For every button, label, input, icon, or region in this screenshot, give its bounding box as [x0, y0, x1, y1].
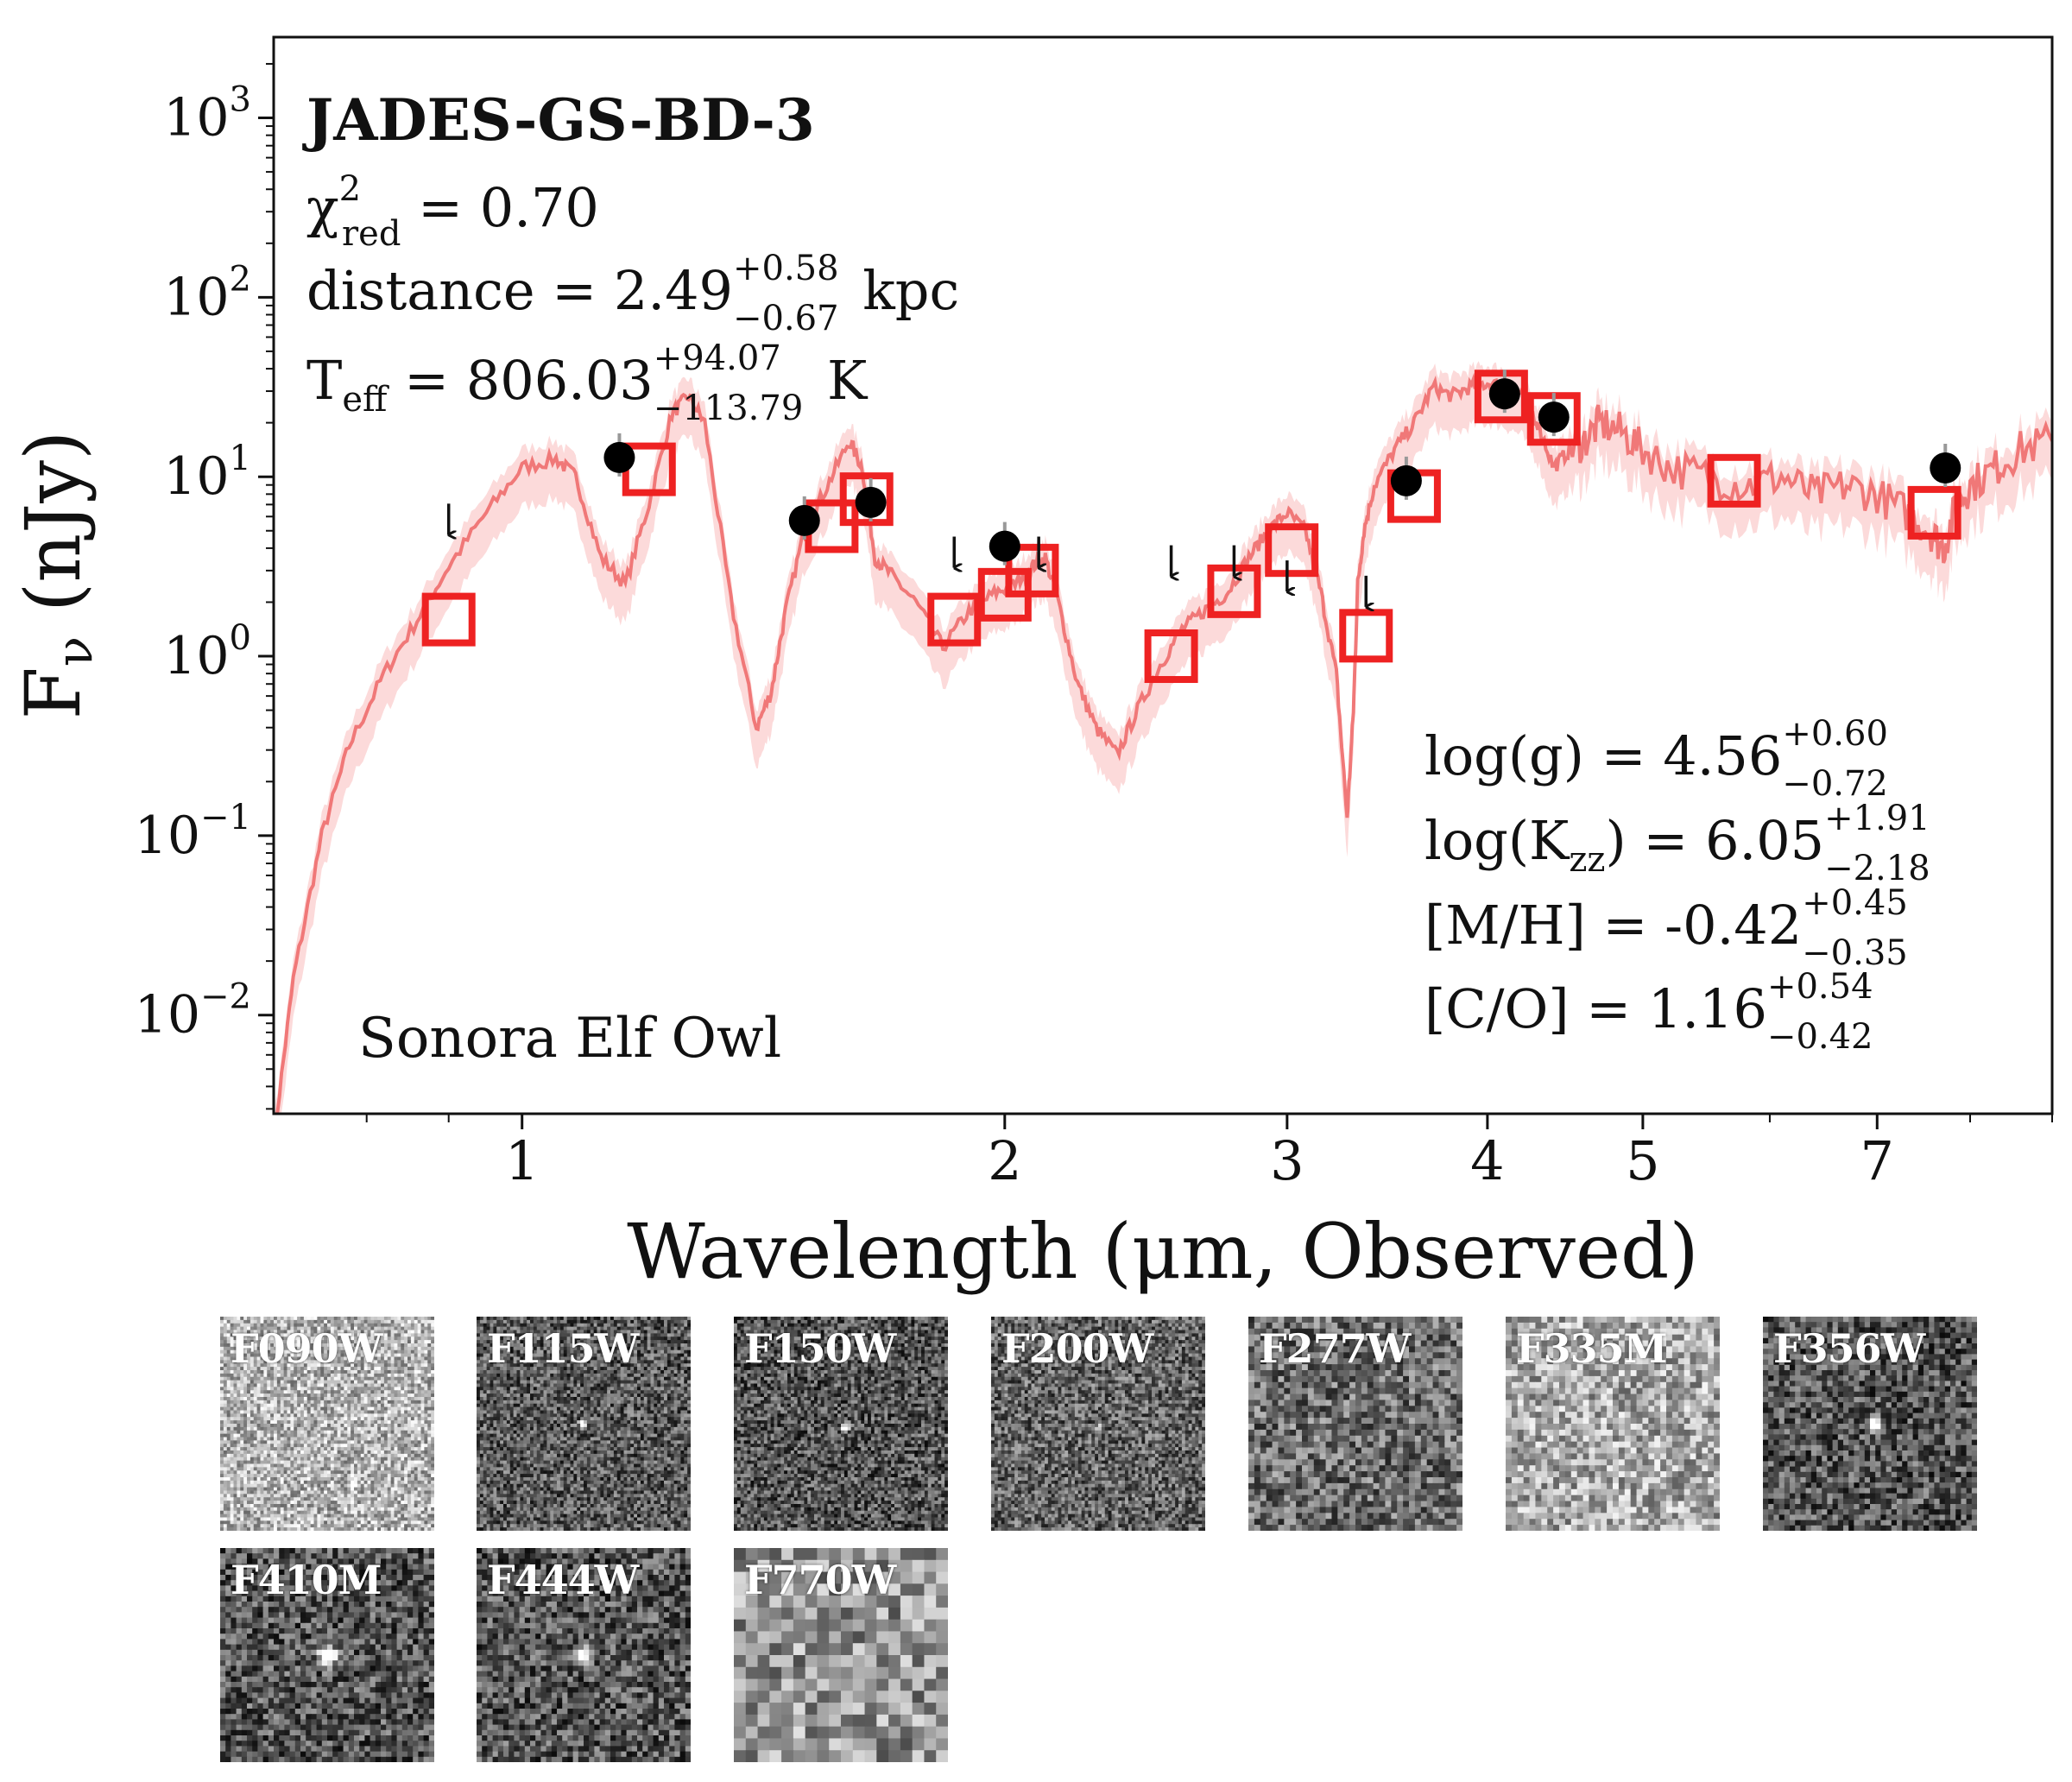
y-tick-label: 10−1 [135, 798, 251, 866]
x-tick-label: 1 [505, 1129, 539, 1192]
cutout-image [477, 1548, 691, 1762]
detection-point [1390, 464, 1422, 496]
detection-point [855, 486, 887, 518]
model-name-label: Sonora Elf Owl [358, 1007, 781, 1071]
detection-point [989, 530, 1020, 562]
cutout-image [1248, 1317, 1462, 1531]
x-axis-label: Wavelength (μm, Observed) [627, 1207, 1698, 1295]
param-co-ratio: [C/O] = 1.16+0.54 −0.42 [1424, 967, 1873, 1057]
cutout-thumbnail: F150W [734, 1317, 948, 1531]
cutout-filter-label: F444W [487, 1557, 639, 1603]
y-tick-label: 100 [163, 618, 251, 686]
teff-line: Teff = 806.03+94.07 −113.79 K [306, 338, 869, 428]
cutout-image [1506, 1317, 1720, 1531]
cutout-thumbnail: F770W [734, 1548, 948, 1762]
cutout-thumbnail: F410M [220, 1548, 434, 1762]
x-tick-label: 5 [1626, 1129, 1659, 1192]
cutout-image [220, 1548, 434, 1762]
cutout-image [477, 1317, 691, 1531]
cutout-filter-label: F090W [231, 1325, 382, 1372]
chi2-line: χ2 red = 0.70 [306, 169, 599, 254]
distance-line: distance = 2.49+0.58 −0.67 kpc [306, 249, 959, 338]
x-tick-label: 4 [1470, 1129, 1504, 1192]
param-logkzz: log(Kzz) = 6.05+1.91 −2.18 [1424, 799, 1930, 888]
cutout-thumbnail: F444W [477, 1548, 691, 1762]
cutout-filter-label: F200W [1001, 1325, 1153, 1372]
cutout-thumbnail: F335M [1506, 1317, 1720, 1531]
y-axis-label: Fν (nJy) [9, 431, 104, 720]
cutout-filter-label: F356W [1773, 1325, 1925, 1372]
y-tick-label: 101 [163, 439, 251, 507]
cutout-image [1763, 1317, 1977, 1531]
detection-point [603, 441, 635, 473]
x-tick-label: 3 [1270, 1129, 1304, 1192]
cutout-thumbnail: F356W [1763, 1317, 1977, 1531]
y-tick-label: 102 [163, 259, 251, 327]
cutout-thumbnail: F277W [1248, 1317, 1462, 1531]
cutout-image [734, 1317, 948, 1531]
cutout-filter-label: F335M [1516, 1325, 1668, 1372]
cutout-thumbnail: F115W [477, 1317, 691, 1531]
model-photometry-square [1339, 609, 1393, 663]
cutout-image [734, 1548, 948, 1762]
cutout-image [991, 1317, 1205, 1531]
cutout-filter-label: F410M [231, 1557, 382, 1603]
x-tick-label: 7 [1860, 1129, 1894, 1192]
cutout-filter-label: F150W [744, 1325, 896, 1372]
cutout-filter-label: F277W [1259, 1325, 1411, 1372]
cutout-image [220, 1317, 434, 1531]
detection-point [788, 504, 820, 536]
cutout-thumbnail: F200W [991, 1317, 1205, 1531]
cutout-filter-label: F115W [487, 1325, 639, 1372]
cutout-thumbnail: F090W [220, 1317, 434, 1531]
param-metallicity: [M/H] = -0.42+0.45 −0.35 [1424, 883, 1908, 973]
detection-point [1538, 401, 1570, 433]
chart-title: JADES-GS-BD-3 [302, 86, 815, 154]
detection-point [1930, 452, 1961, 483]
cutout-filter-label: F770W [744, 1557, 896, 1603]
sed-chart: 1 2 3 4 5 7 103 102 101 100 10−1 10−2 JADES-GS-BD-3… [9, 35, 2054, 1295]
x-tick-label: 2 [988, 1129, 1021, 1192]
y-tick-label: 103 [163, 80, 251, 148]
detection-point [1488, 378, 1520, 410]
param-logg: log(g) = 4.56+0.60 −0.72 [1424, 714, 1888, 804]
y-tick-label: 10−2 [135, 977, 251, 1046]
